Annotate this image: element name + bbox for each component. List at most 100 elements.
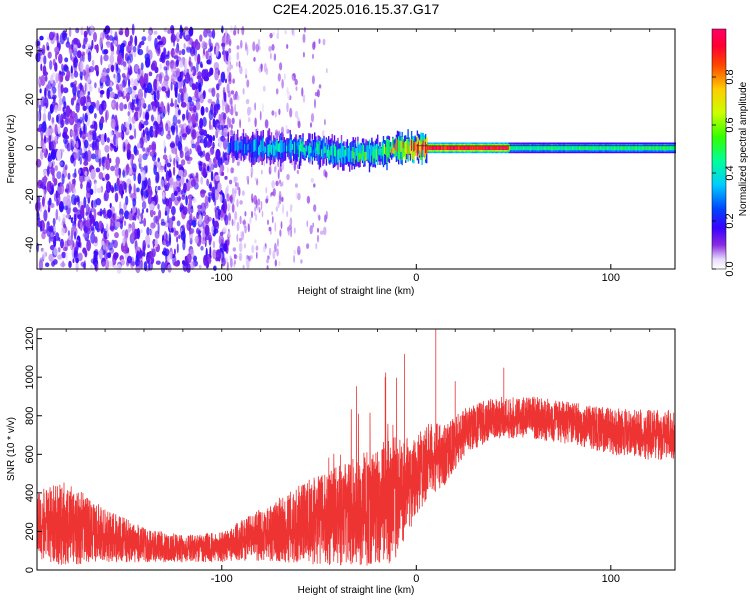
noise-speck	[199, 61, 203, 68]
noise-speck	[272, 250, 276, 260]
noise-speck	[130, 261, 136, 266]
noise-speck	[68, 239, 74, 246]
ridge-cell	[561, 145, 563, 150]
snr-y-tick-label: 0	[24, 567, 36, 573]
noise-speck	[132, 197, 137, 207]
noise-speck	[276, 238, 279, 247]
ridge-cell	[321, 140, 323, 154]
noise-speck	[204, 224, 210, 237]
ridge-cell	[591, 145, 594, 150]
ridge-cell	[581, 145, 583, 150]
ridge-cell	[485, 145, 487, 150]
noise-speck	[242, 264, 245, 270]
noise-speck	[208, 232, 212, 238]
noise-speck	[321, 129, 325, 137]
noise-speck	[189, 208, 194, 214]
ridge-cell	[333, 143, 336, 157]
ridge-cell	[550, 145, 553, 150]
noise-speck	[122, 237, 126, 247]
noise-speck	[211, 87, 216, 97]
ridge-cell	[534, 145, 536, 150]
ridge-cell	[249, 143, 252, 152]
noise-speck	[290, 204, 293, 209]
ridge-cell	[385, 147, 387, 156]
noise-speck	[238, 252, 243, 262]
ridge-cell	[493, 145, 496, 150]
noise-speck	[83, 123, 87, 135]
noise-speck	[53, 46, 60, 53]
noise-speck	[232, 247, 236, 252]
ridge-cell	[657, 145, 659, 150]
ridge-cell	[497, 145, 499, 150]
noise-speck	[48, 141, 52, 151]
noise-speck	[133, 85, 137, 91]
noise-speck	[148, 203, 155, 211]
noise-speck	[118, 30, 124, 36]
noise-speck	[206, 28, 211, 34]
noise-speck	[111, 102, 115, 107]
noise-speck	[83, 139, 89, 149]
noise-speck	[289, 217, 293, 226]
noise-speck	[226, 184, 229, 194]
noise-speck	[153, 211, 156, 216]
ridge-cell	[343, 145, 345, 158]
ridge-cell	[347, 149, 350, 158]
noise-speck	[276, 248, 279, 257]
noise-speck	[57, 254, 63, 260]
ridge-cell	[584, 145, 587, 150]
noise-speck	[208, 193, 211, 203]
ridge-cell	[568, 145, 570, 150]
noise-speck	[143, 72, 148, 85]
noise-speck	[100, 54, 103, 66]
noise-speck	[216, 120, 220, 129]
noise-speck	[262, 103, 264, 113]
ridge-cell	[448, 145, 450, 150]
ridge-cell	[395, 140, 398, 152]
noise-speck	[119, 214, 123, 219]
noise-speck	[176, 236, 179, 243]
noise-speck	[58, 215, 61, 222]
ridge-cell	[420, 141, 422, 153]
noise-speck	[160, 167, 164, 173]
noise-speck	[244, 211, 247, 217]
noise-speck	[157, 105, 161, 117]
noise-speck	[166, 182, 170, 189]
noise-speck	[230, 105, 234, 116]
noise-speck	[213, 228, 219, 234]
noise-speck	[42, 248, 46, 260]
ridge-cell	[358, 144, 360, 161]
ridge-cell	[650, 145, 652, 150]
noise-speck	[173, 157, 176, 167]
noise-speck	[38, 104, 42, 112]
noise-speck	[195, 81, 199, 90]
ridge-cell	[450, 145, 452, 150]
ridge-cell	[588, 145, 590, 150]
noise-speck	[274, 242, 277, 253]
noise-speck	[168, 237, 172, 246]
ridge-cell	[554, 145, 556, 150]
ridge-cell	[569, 145, 571, 150]
noise-speck	[149, 151, 155, 157]
noise-speck	[78, 168, 81, 175]
ridge-cell	[542, 145, 545, 150]
noise-speck	[90, 232, 96, 244]
noise-speck	[175, 47, 179, 54]
noise-speck	[281, 78, 284, 89]
noise-speck	[228, 71, 232, 82]
noise-speck	[268, 226, 272, 232]
noise-speck	[270, 165, 273, 172]
ridge-cell	[556, 145, 559, 150]
noise-speck	[214, 70, 220, 81]
ridge-cell	[227, 141, 229, 154]
noise-speck	[164, 185, 168, 192]
noise-speck	[229, 179, 233, 185]
noise-speck	[252, 41, 256, 52]
noise-speck	[163, 108, 167, 115]
noise-speck	[251, 198, 254, 203]
noise-speck	[318, 84, 322, 89]
noise-speck	[254, 117, 257, 128]
ridge-cell	[329, 150, 331, 161]
ridge-cell	[471, 145, 473, 150]
ridge-cell	[612, 145, 615, 150]
ridge-cell	[287, 145, 289, 152]
